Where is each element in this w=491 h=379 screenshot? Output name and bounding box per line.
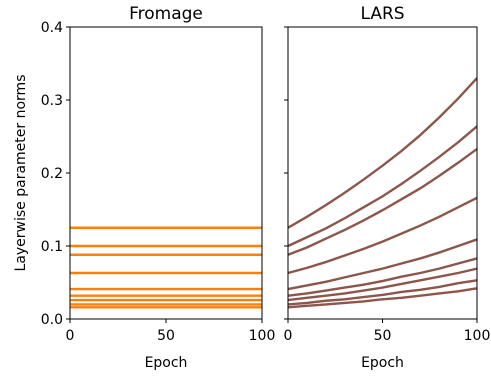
panel-fromage-y-tick-label: 0.3 bbox=[41, 93, 63, 109]
panels: Fromage 0 50 100 Epoch 0.0 0.1 0.2 0.3 0.4 LARS 0 50… bbox=[41, 4, 491, 371]
panel-fromage: Fromage 0 50 100 Epoch 0.0 0.1 0.2 0.3 0.4 bbox=[41, 4, 276, 371]
y-axis-label: Layerwise parameter norms bbox=[13, 75, 29, 272]
panel-fromage-x-tick-label: 100 bbox=[249, 328, 276, 344]
panel-lars-series-line-8 bbox=[287, 279, 478, 306]
panel-fromage-x-axis-label: Epoch bbox=[145, 355, 188, 371]
panel-lars: LARS 0 50 100 Epoch bbox=[284, 4, 491, 371]
panel-lars-series-line-2 bbox=[287, 125, 478, 248]
panel-fromage-series bbox=[70, 226, 262, 309]
panel-fromage-x-tick-label: 50 bbox=[157, 328, 175, 344]
panel-fromage-y-tick-label: 0.0 bbox=[41, 312, 63, 328]
panel-fromage-y-tick-label: 0.2 bbox=[41, 166, 63, 182]
panel-lars-x-tick-label: 0 bbox=[284, 328, 293, 344]
panel-lars-title: LARS bbox=[360, 4, 404, 24]
panel-fromage-y-tick-label: 0.4 bbox=[41, 20, 63, 36]
panel-lars-series-line-9 bbox=[287, 287, 478, 309]
panel-lars-series-line-6 bbox=[287, 257, 478, 297]
panel-lars-series bbox=[287, 77, 478, 309]
panel-lars-series-line-4 bbox=[287, 196, 478, 275]
panel-fromage-y-tick-label: 0.1 bbox=[41, 239, 63, 255]
panel-lars-series-line-5 bbox=[287, 238, 478, 291]
panel-lars-series-line-1 bbox=[287, 77, 478, 229]
panel-fromage-x-tick-label: 0 bbox=[66, 328, 75, 344]
panel-lars-x-axis-label: Epoch bbox=[361, 355, 404, 371]
panel-lars-series-line-7 bbox=[287, 267, 478, 302]
panel-lars-x-tick-label: 100 bbox=[464, 328, 491, 344]
panel-lars-series-line-3 bbox=[287, 147, 478, 256]
panel-fromage-title: Fromage bbox=[129, 4, 203, 24]
panel-lars-x-tick-label: 50 bbox=[374, 328, 392, 344]
